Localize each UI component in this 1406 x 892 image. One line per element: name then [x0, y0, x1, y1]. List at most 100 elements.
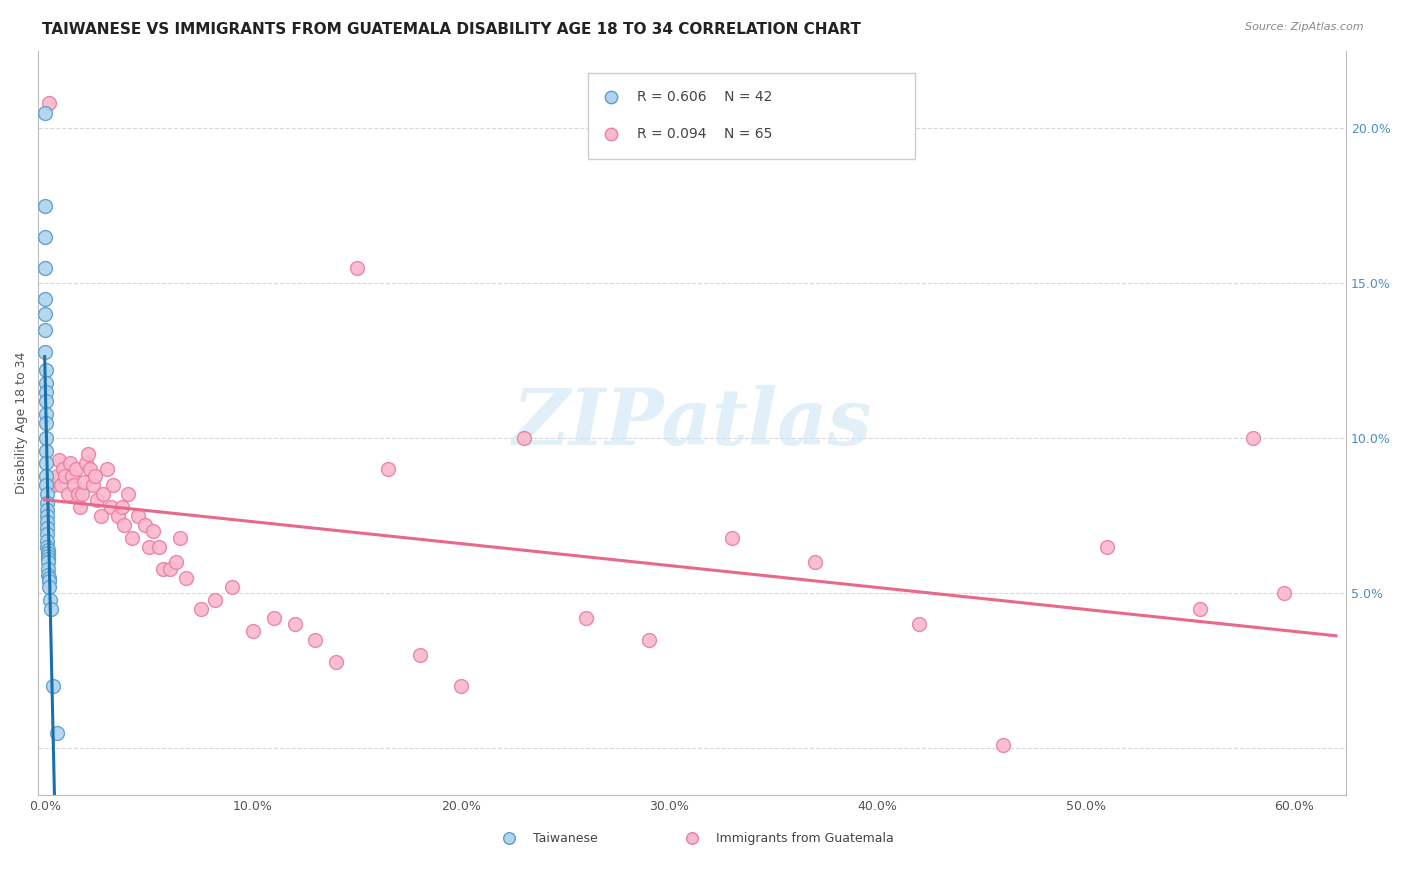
Point	[152, 561, 174, 575]
Point	[34, 292, 56, 306]
Point	[1241, 431, 1264, 445]
Point	[37, 567, 59, 582]
Point	[721, 531, 744, 545]
Point	[908, 617, 931, 632]
Point	[221, 580, 243, 594]
Point	[37, 555, 59, 569]
Point	[346, 260, 368, 275]
Point	[96, 462, 118, 476]
Point	[34, 199, 56, 213]
Point	[991, 739, 1014, 753]
Point	[42, 478, 65, 492]
Point	[304, 632, 326, 647]
Point	[35, 502, 58, 516]
Point	[377, 462, 399, 476]
Point	[35, 384, 58, 399]
Point	[112, 518, 135, 533]
Point	[35, 468, 58, 483]
Point	[34, 105, 56, 120]
Point	[111, 500, 134, 514]
Point	[35, 376, 58, 390]
Point	[60, 468, 83, 483]
Point	[86, 493, 108, 508]
Point	[450, 680, 472, 694]
Point	[63, 478, 86, 492]
Point	[35, 496, 58, 510]
Point	[90, 508, 112, 523]
Point	[804, 555, 827, 569]
Point	[34, 260, 56, 275]
Point	[75, 456, 97, 470]
Point	[190, 602, 212, 616]
Point	[56, 487, 79, 501]
Point	[52, 462, 75, 476]
Point	[46, 726, 69, 740]
Point	[37, 561, 59, 575]
Point	[100, 500, 122, 514]
Point	[35, 394, 58, 409]
Point	[284, 617, 307, 632]
Point	[107, 508, 129, 523]
Point	[34, 229, 56, 244]
Point	[325, 655, 347, 669]
Point	[127, 508, 149, 523]
Point	[263, 611, 285, 625]
Point	[35, 407, 58, 421]
Point	[575, 611, 598, 625]
Point	[204, 592, 226, 607]
Point	[35, 487, 58, 501]
Point	[70, 487, 93, 501]
Point	[142, 524, 165, 539]
Point	[37, 552, 59, 566]
Point	[35, 443, 58, 458]
Text: R = 0.094    N = 65: R = 0.094 N = 65	[637, 127, 773, 141]
Point	[121, 531, 143, 545]
Point	[66, 487, 89, 501]
Text: ZIPatlas: ZIPatlas	[513, 384, 872, 461]
Text: TAIWANESE VS IMMIGRANTS FROM GUATEMALA DISABILITY AGE 18 TO 34 CORRELATION CHART: TAIWANESE VS IMMIGRANTS FROM GUATEMALA D…	[42, 22, 860, 37]
Point	[37, 533, 59, 548]
Text: Taiwanese: Taiwanese	[533, 831, 598, 845]
Point	[91, 487, 114, 501]
Point	[37, 543, 59, 558]
Text: Immigrants from Guatemala: Immigrants from Guatemala	[716, 831, 894, 845]
Point	[103, 478, 125, 492]
Point	[79, 462, 101, 476]
Point	[77, 447, 100, 461]
Point	[38, 96, 60, 111]
Point	[35, 363, 58, 377]
Point	[55, 468, 77, 483]
Point	[35, 478, 58, 492]
Point	[242, 624, 264, 638]
Point	[35, 416, 58, 430]
Point	[39, 602, 62, 616]
Point	[1189, 602, 1212, 616]
Point	[35, 515, 58, 529]
Point	[51, 478, 73, 492]
Point	[174, 571, 197, 585]
Point	[148, 540, 170, 554]
Point	[37, 527, 59, 541]
Point	[42, 680, 65, 694]
Point	[117, 487, 139, 501]
Point	[1095, 540, 1118, 554]
Point	[159, 561, 181, 575]
Point	[82, 478, 104, 492]
Point	[35, 508, 58, 523]
Point	[37, 521, 59, 535]
Point	[408, 648, 430, 663]
Point	[38, 580, 60, 594]
Point	[35, 456, 58, 470]
FancyBboxPatch shape	[588, 73, 915, 159]
Point	[512, 431, 534, 445]
Point	[37, 549, 59, 564]
Point	[69, 500, 91, 514]
Point	[37, 540, 59, 554]
Point	[169, 531, 191, 545]
Point	[1272, 586, 1295, 600]
Y-axis label: Disability Age 18 to 34: Disability Age 18 to 34	[15, 351, 28, 494]
Point	[73, 475, 96, 489]
Point	[46, 468, 69, 483]
Point	[134, 518, 156, 533]
Point	[35, 431, 58, 445]
